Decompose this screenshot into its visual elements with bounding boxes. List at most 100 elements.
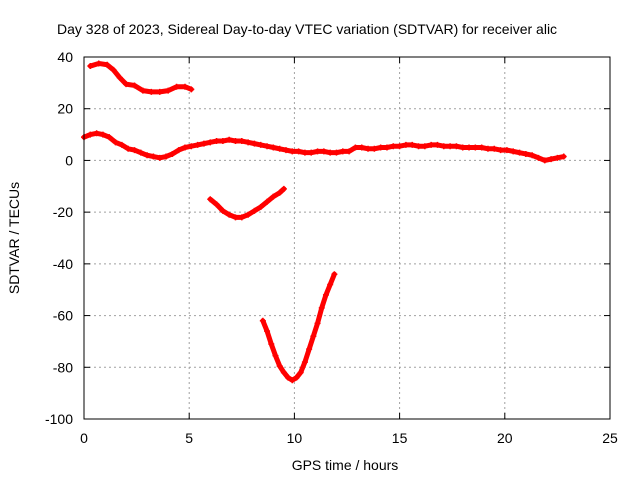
data-point: [365, 145, 372, 152]
data-point: [175, 147, 182, 154]
data-point: [333, 149, 340, 156]
data-point: [535, 154, 542, 161]
series-trace: [260, 271, 337, 383]
data-point: [541, 157, 548, 164]
data-point: [118, 141, 125, 148]
data-point: [320, 148, 327, 155]
data-point: [270, 193, 277, 200]
data-point: [306, 346, 313, 353]
chart-title: Day 328 of 2023, Sidereal Day-to-day VTE…: [57, 21, 557, 37]
y-tick-label: -100: [45, 411, 73, 427]
series-3: [207, 185, 287, 221]
data-point: [264, 328, 271, 335]
data-point: [440, 143, 447, 150]
data-point: [308, 149, 315, 156]
data-point: [293, 374, 300, 381]
x-tick-label: 0: [80, 430, 88, 446]
data-point: [478, 144, 485, 151]
data-point: [87, 63, 94, 70]
data-point: [257, 141, 264, 148]
data-point: [264, 143, 271, 150]
data-point: [232, 138, 239, 145]
data-point: [131, 147, 138, 154]
data-points: [81, 60, 567, 384]
data-point: [245, 139, 252, 146]
data-point: [339, 148, 346, 155]
data-point: [301, 149, 308, 156]
data-point: [276, 145, 283, 152]
data-point: [327, 281, 334, 288]
data-point: [289, 148, 296, 155]
data-point: [503, 147, 510, 154]
data-point: [93, 130, 100, 137]
data-point: [428, 141, 435, 148]
data-point: [276, 189, 283, 196]
data-point: [112, 139, 119, 146]
data-point: [251, 140, 258, 147]
data-point: [245, 211, 252, 218]
data-point: [453, 143, 460, 150]
data-point: [554, 154, 561, 161]
data-point: [497, 147, 504, 154]
data-point: [272, 352, 279, 359]
data-point: [516, 149, 523, 156]
data-point: [472, 144, 479, 151]
data-point: [491, 145, 498, 152]
data-point: [188, 86, 195, 93]
data-point: [358, 144, 365, 151]
data-point: [310, 333, 317, 340]
data-point: [327, 149, 334, 156]
data-point: [280, 185, 287, 192]
data-point: [139, 87, 146, 94]
data-point: [285, 374, 292, 381]
data-point: [181, 83, 188, 90]
data-point: [383, 144, 390, 151]
data-point: [522, 150, 529, 157]
data-point: [270, 144, 277, 151]
y-tick-label: 0: [65, 152, 73, 168]
data-point: [548, 156, 555, 163]
data-point: [165, 87, 172, 94]
data-point: [447, 143, 454, 150]
data-point: [318, 304, 325, 311]
data-point: [219, 138, 226, 145]
x-tick-label: 10: [287, 430, 303, 446]
series-trace: [207, 186, 287, 220]
data-point: [226, 136, 233, 143]
data-point: [213, 201, 220, 208]
y-tick-label: 40: [57, 49, 73, 65]
x-axis-label: GPS time / hours: [292, 457, 399, 473]
data-point: [87, 131, 94, 138]
data-point: [346, 148, 353, 155]
data-point: [156, 88, 163, 95]
data-point: [280, 369, 287, 376]
data-point: [560, 153, 567, 160]
series-1: [87, 60, 195, 95]
data-point: [106, 134, 113, 141]
data-point: [314, 320, 321, 327]
data-point: [207, 196, 214, 203]
data-point: [390, 143, 397, 150]
data-point: [415, 143, 422, 150]
data-point: [322, 291, 329, 298]
y-axis-label: SDTVAR / TECUs: [6, 182, 22, 294]
axis-ticks: [83, 56, 611, 420]
data-point: [409, 141, 416, 148]
data-point: [289, 377, 296, 384]
data-point: [207, 139, 214, 146]
data-point: [264, 198, 271, 205]
data-point: [116, 74, 123, 81]
data-point: [295, 148, 302, 155]
data-point: [421, 143, 428, 150]
data-point: [352, 144, 359, 151]
data-point: [219, 207, 226, 214]
data-point: [314, 148, 321, 155]
series-4: [259, 271, 338, 384]
data-point: [331, 271, 338, 278]
data-point: [163, 153, 170, 160]
data-point: [459, 144, 466, 151]
data-point: [238, 138, 245, 145]
data-point: [104, 61, 111, 68]
data-point: [257, 203, 264, 210]
y-tick-label: -20: [53, 204, 73, 220]
